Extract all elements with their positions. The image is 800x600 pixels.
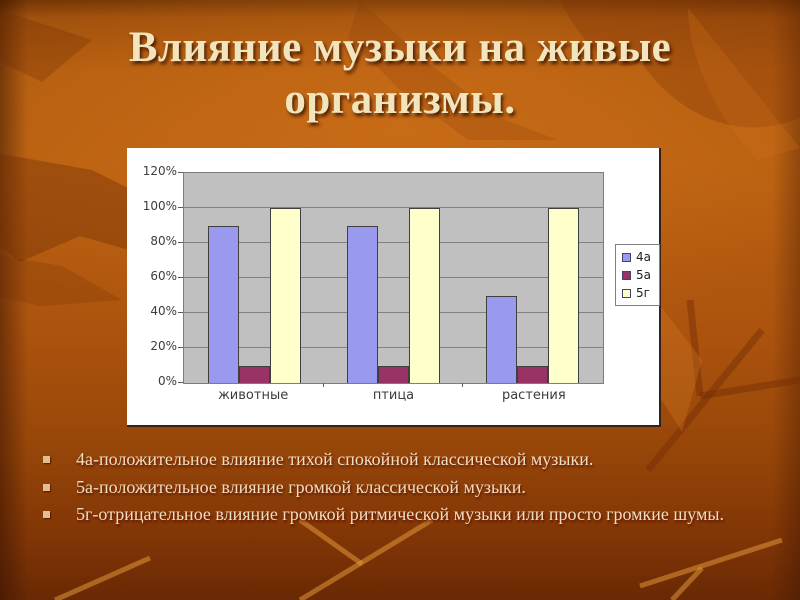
y-tick-mark (178, 277, 183, 278)
y-tick-mark (178, 312, 183, 313)
x-tick-label-растения: растения (501, 388, 566, 403)
legend-item-5а: 5а (622, 269, 651, 281)
bar-4а-животные (208, 225, 239, 383)
x-tick-mark (322, 383, 324, 387)
bullet-text: 5а-положительное влияние громкой классич… (76, 476, 526, 497)
y-tick-label-20%: 20% (150, 339, 177, 353)
gridline-100% (184, 207, 603, 208)
y-tick-label-120%: 120% (142, 164, 177, 178)
bar-4а-птица (347, 225, 378, 383)
gridline-20% (184, 347, 603, 348)
y-tick-mark (178, 242, 183, 243)
y-tick-mark (178, 172, 183, 173)
bullet-item: 4а-положительное влияние тихой спокойной… (40, 449, 774, 470)
x-tick-label-животные: животные (218, 388, 289, 403)
bullet-text: 5г-отрицательное влияние громкой ритмиче… (76, 504, 724, 525)
bar-group-растения (486, 208, 579, 383)
page-title: Влияние музыки на живые организмы. (50, 22, 750, 127)
bar-4а-растения (486, 295, 517, 383)
y-tick-label-60%: 60% (150, 269, 177, 283)
legend-label-4а: 4а (636, 250, 651, 264)
chart-legend: 4а 5а 5г (615, 244, 660, 306)
y-tick-mark (178, 207, 183, 208)
legend-swatch-icon-5г (622, 288, 631, 298)
y-tick-mark (178, 382, 183, 383)
y-tick-label-80%: 80% (150, 234, 177, 248)
bar-group-птица (347, 208, 440, 383)
gridline-80% (184, 242, 603, 243)
legend-swatch-icon-4а (622, 252, 631, 262)
y-tick-label-0%: 0% (157, 374, 177, 388)
bar-5а-птица (378, 365, 409, 383)
bar-5г-растения (548, 208, 579, 383)
bullet-list: 4а-положительное влияние тихой спокойной… (40, 449, 774, 532)
legend-item-5г: 5г (622, 287, 651, 299)
legend-item-4а: 4а (622, 251, 651, 263)
gridline-40% (184, 312, 603, 313)
bar-groups (184, 173, 603, 383)
bullet-item: 5г-отрицательное влияние громкой ритмиче… (40, 504, 774, 525)
bullet-square-icon (43, 511, 50, 519)
y-tick-label-40%: 40% (150, 304, 177, 318)
y-tick-label-100%: 100% (142, 199, 177, 213)
bullet-text: 4а-положительное влияние тихой спокойной… (76, 449, 594, 469)
page-title-line2: организмы. (284, 76, 516, 124)
bar-5а-растения (517, 365, 548, 383)
bar-group-животные (208, 208, 301, 383)
page-title-line1: Влияние музыки на живые (128, 24, 672, 71)
x-axis-labels: животные птица растения (183, 388, 604, 403)
gridline-60% (184, 277, 603, 278)
bar-5г-животные (270, 208, 301, 383)
bar-5г-птица (409, 208, 440, 383)
bullet-square-icon (43, 483, 50, 491)
bullet-item: 5а-положительное влияние громкой классич… (40, 477, 774, 498)
plot-area (183, 172, 604, 384)
bullet-square-icon (43, 456, 50, 463)
x-tick-label-птица: птица (372, 388, 415, 403)
legend-swatch-icon-5а (622, 270, 631, 280)
bar-5а-животные (239, 365, 270, 383)
x-tick-mark (462, 383, 464, 387)
bar-chart: 0% 20% 40% 60% 80% 100% 120% животные птица раст… (127, 148, 661, 427)
legend-label-5а: 5а (636, 268, 651, 282)
y-tick-mark (178, 347, 183, 348)
legend-label-5г: 5г (636, 286, 650, 300)
